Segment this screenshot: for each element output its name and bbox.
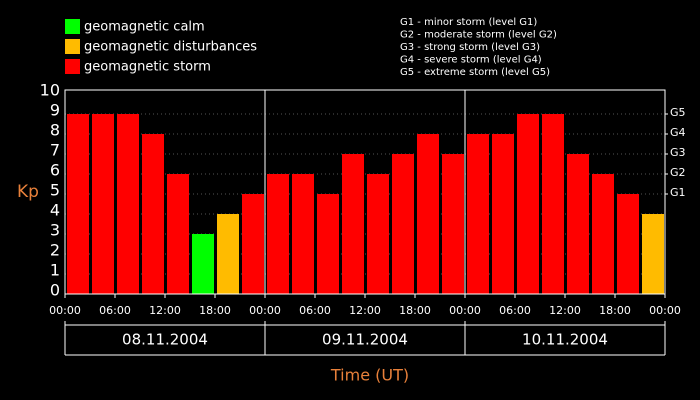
x-tick-label: 06:00 xyxy=(99,304,131,317)
bar xyxy=(167,174,189,294)
y2-tick-label: G2 xyxy=(670,166,686,179)
x-tick-label: 18:00 xyxy=(399,304,431,317)
y2-tick-label: G3 xyxy=(670,146,686,159)
bar xyxy=(117,114,139,294)
x-tick-label: 00:00 xyxy=(649,304,681,317)
bar xyxy=(242,194,264,294)
bar xyxy=(467,134,489,294)
bar xyxy=(642,214,664,294)
x-tick-label: 00:00 xyxy=(249,304,281,317)
bar xyxy=(617,194,639,294)
y-tick-label: 1 xyxy=(50,261,60,280)
bar xyxy=(517,114,539,294)
bar xyxy=(567,154,589,294)
day-label: 08.11.2004 xyxy=(122,331,208,349)
bar xyxy=(342,154,364,294)
bar xyxy=(542,114,564,294)
bar xyxy=(317,194,339,294)
y-tick-label: 4 xyxy=(50,201,60,220)
x-axis-label: Time (UT) xyxy=(330,366,409,385)
y-tick-label: 3 xyxy=(50,221,60,240)
y-tick-label: 5 xyxy=(50,181,60,200)
bar xyxy=(67,114,89,294)
bar xyxy=(292,174,314,294)
x-tick-label: 00:00 xyxy=(49,304,81,317)
y2-tick-label: G5 xyxy=(670,106,686,119)
day-label: 10.11.2004 xyxy=(522,331,608,349)
y-tick-label: 0 xyxy=(50,281,60,300)
x-tick-label: 06:00 xyxy=(499,304,531,317)
x-tick-label: 06:00 xyxy=(299,304,331,317)
bar xyxy=(142,134,164,294)
bar xyxy=(442,154,464,294)
storm-level: G1 - minor storm (level G1) xyxy=(400,17,537,28)
bar xyxy=(267,174,289,294)
legend-swatch xyxy=(65,59,80,74)
bar xyxy=(192,234,214,294)
y-tick-label: 2 xyxy=(50,241,60,260)
x-tick-label: 18:00 xyxy=(599,304,631,317)
legend-swatch xyxy=(65,39,80,54)
bar xyxy=(492,134,514,294)
x-tick-label: 00:00 xyxy=(449,304,481,317)
x-tick-label: 18:00 xyxy=(199,304,231,317)
y-tick-label: 10 xyxy=(40,81,60,100)
y-axis-label: Kp xyxy=(17,182,39,202)
storm-level: G4 - severe storm (level G4) xyxy=(400,55,542,66)
x-tick-label: 12:00 xyxy=(549,304,581,317)
bar xyxy=(367,174,389,294)
y-tick-label: 8 xyxy=(50,121,60,140)
storm-level: G2 - moderate storm (level G2) xyxy=(400,30,557,41)
x-tick-label: 12:00 xyxy=(349,304,381,317)
y-tick-label: 7 xyxy=(50,141,60,160)
storm-level: G5 - extreme storm (level G5) xyxy=(400,67,550,78)
y2-tick-label: G4 xyxy=(670,126,686,139)
bar xyxy=(217,214,239,294)
legend-label: geomagnetic disturbances xyxy=(84,40,257,55)
legend-swatch xyxy=(65,19,80,34)
legend-label: geomagnetic storm xyxy=(84,60,211,75)
bar xyxy=(392,154,414,294)
legend-label: geomagnetic calm xyxy=(84,20,205,35)
y-tick-label: 9 xyxy=(50,101,60,120)
bar xyxy=(92,114,114,294)
bar xyxy=(592,174,614,294)
day-label: 09.11.2004 xyxy=(322,331,408,349)
y2-tick-label: G1 xyxy=(670,186,686,199)
x-tick-label: 12:00 xyxy=(149,304,181,317)
storm-level: G3 - strong storm (level G3) xyxy=(400,42,540,53)
bar xyxy=(417,134,439,294)
y-tick-label: 6 xyxy=(50,161,60,180)
